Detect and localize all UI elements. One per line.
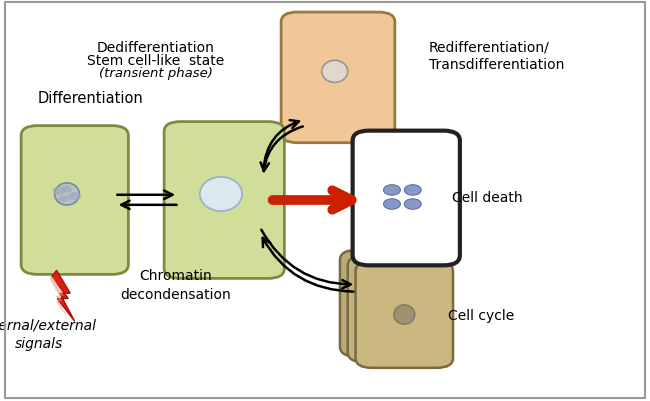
Polygon shape <box>52 271 75 322</box>
FancyBboxPatch shape <box>281 13 395 143</box>
Text: Redifferentiation/
Transdifferentiation: Redifferentiation/ Transdifferentiation <box>429 40 564 72</box>
Polygon shape <box>49 277 68 319</box>
Text: Dedifferentiation: Dedifferentiation <box>97 41 215 55</box>
Text: Internal/external
signals: Internal/external signals <box>0 318 97 350</box>
Text: Stem cell-like  state: Stem cell-like state <box>87 54 225 68</box>
Ellipse shape <box>394 305 415 324</box>
FancyBboxPatch shape <box>356 261 453 368</box>
Ellipse shape <box>322 61 348 83</box>
Circle shape <box>62 186 72 193</box>
FancyBboxPatch shape <box>352 132 460 265</box>
FancyBboxPatch shape <box>21 126 129 275</box>
Circle shape <box>404 185 421 196</box>
FancyBboxPatch shape <box>348 256 445 363</box>
FancyBboxPatch shape <box>164 122 284 279</box>
Circle shape <box>58 196 69 203</box>
Text: (transient phase): (transient phase) <box>99 67 213 80</box>
Circle shape <box>53 187 66 195</box>
Circle shape <box>404 199 421 210</box>
Text: Differentiation: Differentiation <box>38 91 144 106</box>
Circle shape <box>384 185 400 196</box>
Text: Cell cycle: Cell cycle <box>448 308 515 322</box>
Circle shape <box>384 199 400 210</box>
Text: Cell death: Cell death <box>452 190 523 204</box>
Circle shape <box>68 192 81 200</box>
FancyBboxPatch shape <box>340 250 437 357</box>
Ellipse shape <box>55 184 79 205</box>
Text: Chromatin
decondensation: Chromatin decondensation <box>120 269 231 301</box>
Ellipse shape <box>200 177 242 212</box>
